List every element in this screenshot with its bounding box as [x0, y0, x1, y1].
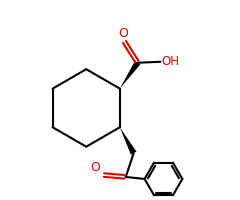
Text: O: O — [91, 161, 101, 174]
Polygon shape — [120, 61, 140, 89]
Text: OH: OH — [161, 55, 179, 68]
Text: O: O — [118, 27, 128, 40]
Polygon shape — [120, 127, 137, 155]
